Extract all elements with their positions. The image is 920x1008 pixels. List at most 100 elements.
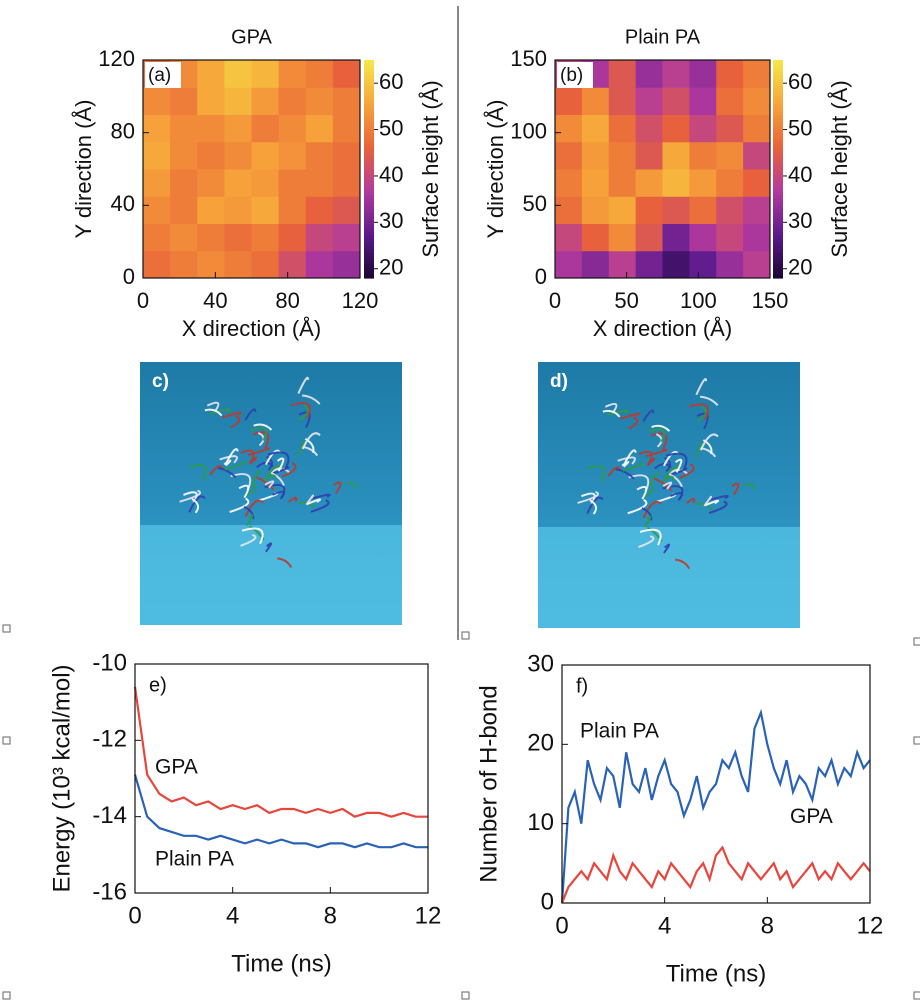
protein-strand	[617, 456, 636, 465]
colorbar-step	[364, 165, 374, 170]
protein-strand	[662, 481, 673, 490]
protein-strand	[643, 515, 652, 528]
heat-cell	[662, 223, 690, 252]
colorbar-step	[773, 132, 783, 137]
x-tick-label: 12	[857, 912, 884, 939]
heat-cell	[305, 169, 334, 197]
colorbar-step	[364, 70, 374, 76]
heat-cell	[662, 60, 690, 88]
series-line	[133, 686, 428, 818]
heat-cell	[278, 141, 307, 170]
plot-frame	[142, 59, 361, 279]
heat-cell	[689, 169, 717, 197]
colorbar-tick-label: 60	[379, 69, 403, 94]
heat-cell	[305, 223, 334, 252]
colorbar-step	[364, 114, 374, 119]
heat-cell	[332, 141, 361, 170]
colorbar-step	[773, 227, 783, 232]
protein-strand	[309, 493, 331, 501]
protein-strand	[272, 490, 286, 500]
heat-cell	[251, 60, 280, 88]
x-tick-label: 100	[680, 288, 717, 313]
colorbar-step	[364, 194, 374, 199]
heat-cell	[251, 169, 280, 197]
protein-strand	[623, 449, 637, 466]
protein-strand	[301, 432, 321, 450]
colorbar-step	[773, 85, 783, 90]
protein-strand	[648, 428, 666, 443]
colorbar-step	[364, 190, 374, 196]
heat-cell	[635, 60, 663, 88]
protein-strand	[191, 498, 200, 514]
x-tick-label: 50	[614, 288, 638, 313]
heat-cell	[332, 87, 361, 115]
colorbar-step	[364, 259, 374, 265]
protein-strand	[695, 377, 708, 396]
protein-strand	[664, 456, 671, 473]
protein-strand	[696, 406, 707, 422]
colorbar-tick-label: 50	[379, 115, 403, 140]
protein-strand	[654, 477, 673, 492]
protein-strand	[648, 471, 659, 486]
protein-strand	[708, 500, 728, 515]
heat-cell	[278, 114, 307, 143]
heat-cell	[278, 169, 307, 197]
colorbar-step	[773, 67, 783, 72]
protein-strand	[277, 557, 293, 568]
protein-strand	[225, 448, 239, 464]
protein-strand	[209, 408, 231, 415]
heat-cell	[608, 87, 637, 115]
colorbar-tick-label: 60	[788, 69, 812, 94]
colorbar-step	[364, 85, 374, 90]
protein-strand	[679, 463, 695, 479]
colorbar-step	[773, 208, 783, 214]
heat-cell	[224, 141, 252, 170]
colorbar-step	[364, 89, 374, 94]
x-tick-label: 4	[658, 912, 671, 939]
colorbar-step	[773, 230, 783, 235]
y-tick-label: 50	[523, 191, 547, 216]
colorbar-step	[364, 183, 374, 188]
colorbar-step	[773, 234, 783, 239]
protein-strand	[252, 431, 270, 449]
heat-cell	[743, 169, 771, 197]
protein-strand	[250, 427, 268, 441]
protein-strand	[253, 423, 273, 431]
colorbar-step	[364, 267, 374, 272]
colorbar-step	[364, 74, 374, 79]
heat-cell	[581, 114, 610, 143]
colorbar-step	[364, 238, 374, 243]
heat-cell	[143, 141, 171, 170]
y-tick-label: 40	[111, 191, 135, 216]
protein-strand	[179, 489, 202, 503]
y-axis-label: Number of H-bond	[475, 685, 502, 882]
heat-cell	[143, 169, 171, 197]
protein-strand	[627, 499, 648, 515]
protein-strand	[665, 452, 688, 471]
colorbar-step	[364, 143, 374, 148]
colorbar-step	[364, 230, 374, 235]
colorbar-step	[364, 154, 374, 159]
protein-strand	[636, 486, 648, 500]
colorbar-step	[773, 165, 783, 170]
colorbar-step	[773, 136, 783, 141]
protein-strand	[256, 476, 275, 491]
y-tick-label: 20	[527, 730, 554, 757]
colorbar-step	[773, 60, 783, 65]
heat-cell	[581, 250, 610, 279]
protein-strand	[602, 409, 621, 418]
corner-markers	[2, 624, 920, 1000]
colorbar-step	[364, 147, 374, 152]
colorbar-step	[364, 136, 374, 141]
colorbar-step	[773, 274, 783, 279]
heat-cell	[224, 223, 252, 252]
colorbar-step	[773, 125, 783, 130]
heat-cell	[332, 60, 361, 88]
heat-cell	[662, 114, 690, 143]
heat-cell	[251, 87, 280, 115]
colorbar-step	[773, 129, 783, 134]
colorbar-step	[364, 252, 374, 257]
heat-cell	[689, 223, 717, 252]
heat-cell	[743, 223, 771, 252]
colorbar-step	[773, 190, 783, 196]
